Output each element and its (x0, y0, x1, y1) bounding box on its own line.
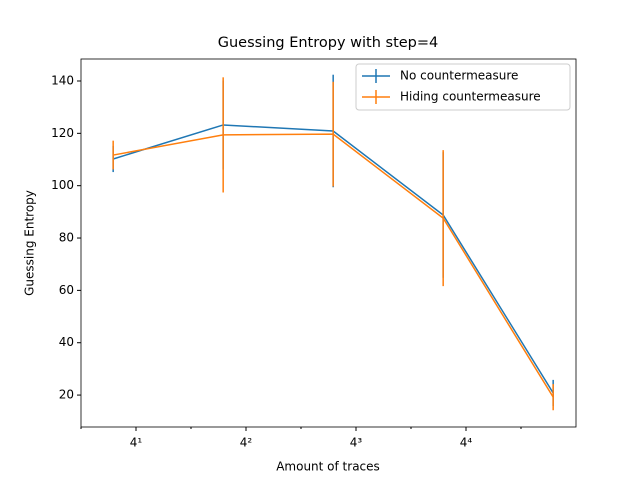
y-tick-label: 60 (59, 283, 74, 297)
legend-label: No countermeasure (400, 69, 518, 83)
y-axis-label: Guessing Entropy (23, 190, 37, 296)
x-tick-label: 4³ (350, 436, 363, 450)
legend-box (355, 63, 571, 111)
y-tick-label: 40 (59, 335, 74, 349)
x-tick-label: 4¹ (130, 436, 143, 450)
y-tick-label: 120 (51, 126, 74, 140)
y-tick-label: 20 (59, 388, 74, 402)
x-axis-label: Amount of traces (276, 460, 380, 474)
y-tick-label: 80 (59, 231, 74, 245)
x-tick-label: 4⁴ (460, 436, 473, 450)
y-tick-label: 100 (51, 178, 74, 192)
legend-label: Hiding countermeasure (400, 90, 541, 104)
series (112, 77, 554, 411)
plot-frame (80, 58, 577, 428)
chart-title: Guessing Entropy with step=4 (218, 35, 439, 51)
x-tick-label: 4² (240, 436, 253, 450)
y-tick-label: 140 (51, 73, 74, 87)
